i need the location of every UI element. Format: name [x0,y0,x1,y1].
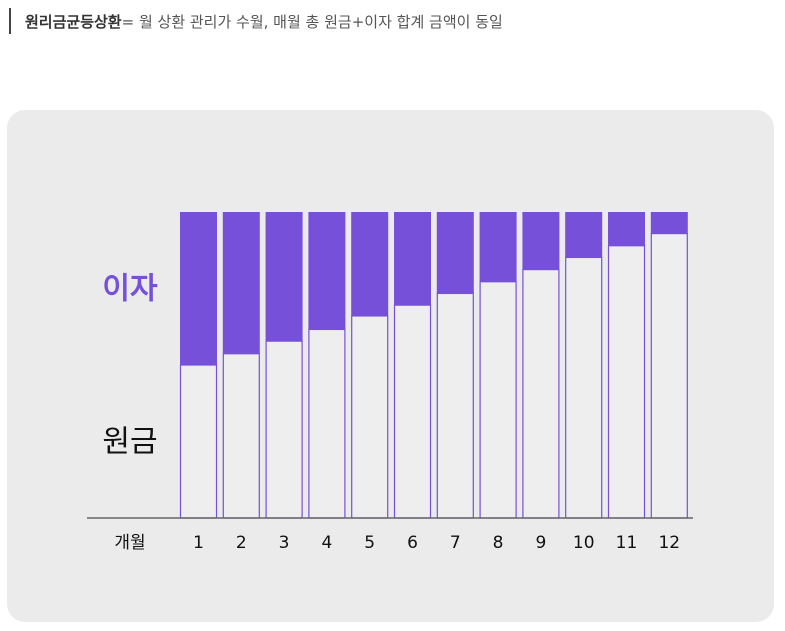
bar-interest [479,212,517,282]
definition-note: 원리금균등상환 = 월 상환 관리가 수월, 매월 총 원금+이자 합계 금액이… [9,8,503,34]
bar-principal [265,340,303,519]
bar-interest [394,212,431,306]
note-term: 원리금균등상환 [25,12,122,31]
x-tick-label: 3 [279,533,290,553]
x-tick-label: 7 [450,533,461,553]
bar-principal [650,233,688,519]
series-label-interest: 이자 [102,272,158,307]
bar-principal [436,292,474,519]
bar-interest [650,212,688,234]
note-definition: = 월 상환 관리가 수월, 매월 총 원금+이자 합계 금액이 동일 [121,12,503,31]
x-tick-label: 2 [236,533,247,553]
bar-interest [522,212,560,270]
bar-interest [308,212,346,330]
x-tick-label: 9 [535,533,546,553]
bar-principal [522,269,560,519]
bar-interest [265,212,303,342]
bar-principal [351,315,389,519]
bar-interest [436,212,474,294]
x-tick-label: 6 [407,533,418,553]
x-tick-label: 12 [658,533,680,553]
x-tick-label: 10 [573,533,595,553]
bar-principal [479,281,517,519]
bar-interest [351,212,389,316]
bar-principal [393,304,432,519]
x-tick-label: 4 [321,533,332,553]
x-tick-label: 1 [193,533,204,553]
series-label-principal: 원금 [102,425,157,460]
x-tick-label: 8 [493,533,504,553]
x-tick-label: 11 [616,533,638,553]
bar-interest [565,212,603,258]
bar-interest [608,212,645,246]
bar-interest [180,212,217,365]
bar-interest [222,212,260,354]
x-axis-label: 개월 [114,533,145,553]
bar-principal [308,328,346,519]
chart-card [7,110,774,622]
x-tick-label: 5 [364,533,375,553]
bar-principal [607,245,646,519]
bar-principal [222,353,260,519]
bar-principal [179,364,218,519]
bar-principal [565,256,603,519]
